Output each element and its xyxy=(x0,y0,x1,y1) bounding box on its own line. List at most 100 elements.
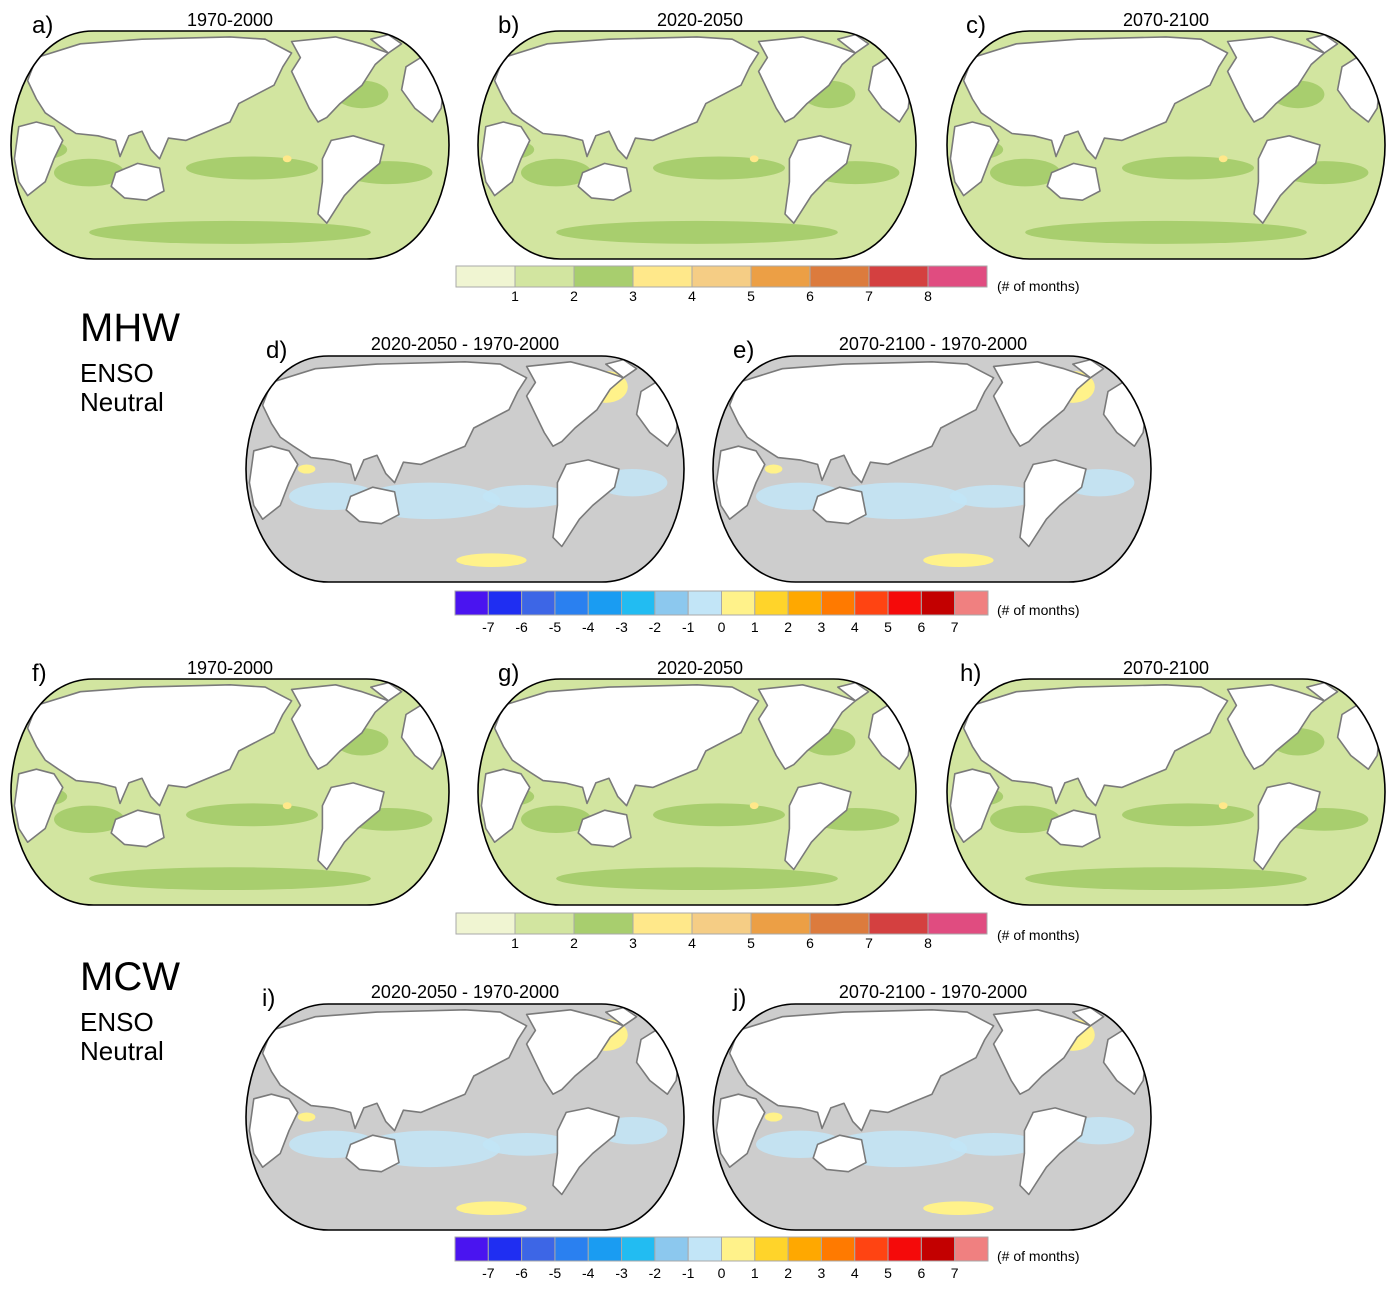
panel-title: 2020-2050 - 1970-2000 xyxy=(370,334,560,354)
land-greenland xyxy=(1305,33,1339,54)
value-band-neg1-0 xyxy=(949,1132,1038,1156)
colorbar-tick-label: -4 xyxy=(582,619,595,635)
panel-c: c) 2070-2100 xyxy=(940,0,1398,262)
value-band-0-1 xyxy=(764,1112,783,1122)
colorbar-tick-label: -3 xyxy=(615,619,628,635)
land-africa xyxy=(715,445,766,520)
land-samerica xyxy=(317,135,385,224)
colorbar-tick-label: 0 xyxy=(718,619,726,635)
value-band-2-3 xyxy=(53,805,125,834)
colorbar-tick-label: -5 xyxy=(549,1265,562,1281)
colorbar-tick-label: 1 xyxy=(751,1265,759,1281)
land-namerica xyxy=(1226,36,1326,123)
land-africa xyxy=(480,768,531,843)
value-band-3-4 xyxy=(1218,155,1228,163)
value-band-neg1-0 xyxy=(482,1132,571,1156)
colorbar-tick-label: -1 xyxy=(682,1265,695,1281)
value-band-2-3 xyxy=(990,158,1061,187)
value-band-2-3 xyxy=(556,220,838,244)
map-frame xyxy=(712,355,1152,583)
land-namerica xyxy=(992,1009,1092,1095)
value-band-2-3 xyxy=(556,867,838,891)
panel-letter: e) xyxy=(733,337,755,364)
map-frame xyxy=(477,678,917,906)
land-australia xyxy=(110,162,165,201)
colorbar-tick-label: -1 xyxy=(682,619,695,635)
value-band-2-3 xyxy=(186,156,318,180)
colorbar-swatch xyxy=(632,912,693,935)
map-ocean-field xyxy=(947,679,1385,905)
land-samerica xyxy=(552,1107,620,1196)
colorbar-swatch xyxy=(691,912,752,935)
colorbar-tick-label: 1 xyxy=(751,619,759,635)
colorbar-tick-label: 0 xyxy=(718,1265,726,1281)
panel-letter: f) xyxy=(32,660,47,687)
colorbar-tick-label: 6 xyxy=(806,935,814,951)
land-samerica xyxy=(784,135,852,224)
colorbar-swatch xyxy=(754,590,789,616)
land-australia xyxy=(812,1134,867,1173)
panel-d: d) 2020-2050 - 1970-2000 xyxy=(240,325,705,585)
land-greenland xyxy=(604,358,638,379)
value-band-3-4 xyxy=(749,155,759,163)
colorbar-tick-label: 5 xyxy=(747,288,755,304)
land-greenland xyxy=(1071,358,1105,379)
land-greenland xyxy=(369,681,403,702)
land-namerica xyxy=(290,36,390,123)
colorbar-swatch xyxy=(927,265,988,288)
land-australia xyxy=(1046,809,1101,848)
land-samerica xyxy=(1019,459,1087,548)
colorbar-swatch xyxy=(820,590,856,616)
colorbar-tick-label: 1 xyxy=(511,935,519,951)
colorbar-swatch xyxy=(454,1236,489,1262)
land-namerica xyxy=(525,361,625,447)
colorbar-tick-label: -6 xyxy=(515,1265,528,1281)
map-ocean-field xyxy=(11,679,449,905)
colorbar-swatch xyxy=(750,265,811,288)
land-africa xyxy=(480,121,531,197)
value-band-neg1-0 xyxy=(482,484,571,508)
colorbar-swatch xyxy=(687,590,722,616)
panel-g: g) 2020-2050 xyxy=(470,648,940,910)
colorbar-tick-label: -3 xyxy=(615,1265,628,1281)
land-australia xyxy=(812,486,867,525)
value-band-neg1-0 xyxy=(949,484,1038,508)
map-frame xyxy=(712,1003,1152,1231)
colorbar-tick-label: -2 xyxy=(649,1265,662,1281)
land-greenland xyxy=(836,681,870,702)
value-band-2-3 xyxy=(653,156,785,180)
value-band-2-3 xyxy=(1122,156,1254,180)
colorbar-swatch xyxy=(954,590,989,616)
colorbar-swatch xyxy=(691,265,752,288)
colorbar-tick-label: 7 xyxy=(951,619,959,635)
panel-letter: a) xyxy=(32,12,54,39)
colorbar-tick-label: 3 xyxy=(818,619,826,635)
land-eurasia xyxy=(26,684,293,807)
colorbar-tick-label: 2 xyxy=(570,935,578,951)
land-africa xyxy=(949,121,1000,197)
colorbar-tick-label: 8 xyxy=(924,935,932,951)
land-africa xyxy=(248,445,299,520)
map-ocean-field xyxy=(11,31,449,259)
map-frame xyxy=(946,678,1386,906)
group-subtitle: ENSO xyxy=(80,357,154,388)
group-label-mcw: MCW ENSO Neutral xyxy=(80,955,180,1066)
value-band-2-3 xyxy=(521,158,592,187)
colorbar-tick-label: 5 xyxy=(884,619,892,635)
world-map xyxy=(477,30,917,260)
colorbar-swatch xyxy=(621,1236,656,1262)
panel-title: 2020-2050 xyxy=(656,658,744,678)
group-name: MCW xyxy=(80,955,180,999)
world-map xyxy=(946,678,1386,906)
world-map xyxy=(712,1003,1152,1231)
value-band-0-1 xyxy=(297,1112,316,1122)
land-namerica xyxy=(290,684,390,770)
map-ocean-field xyxy=(713,1004,1151,1230)
world-map xyxy=(477,678,917,906)
world-map xyxy=(245,355,685,583)
colorbar-tick-label: 5 xyxy=(747,935,755,951)
map-ocean-field xyxy=(246,1004,684,1230)
panel-i: i) 2020-2050 - 1970-2000 xyxy=(240,973,705,1233)
colorbar-swatch xyxy=(455,265,516,288)
land-australia xyxy=(577,162,632,201)
